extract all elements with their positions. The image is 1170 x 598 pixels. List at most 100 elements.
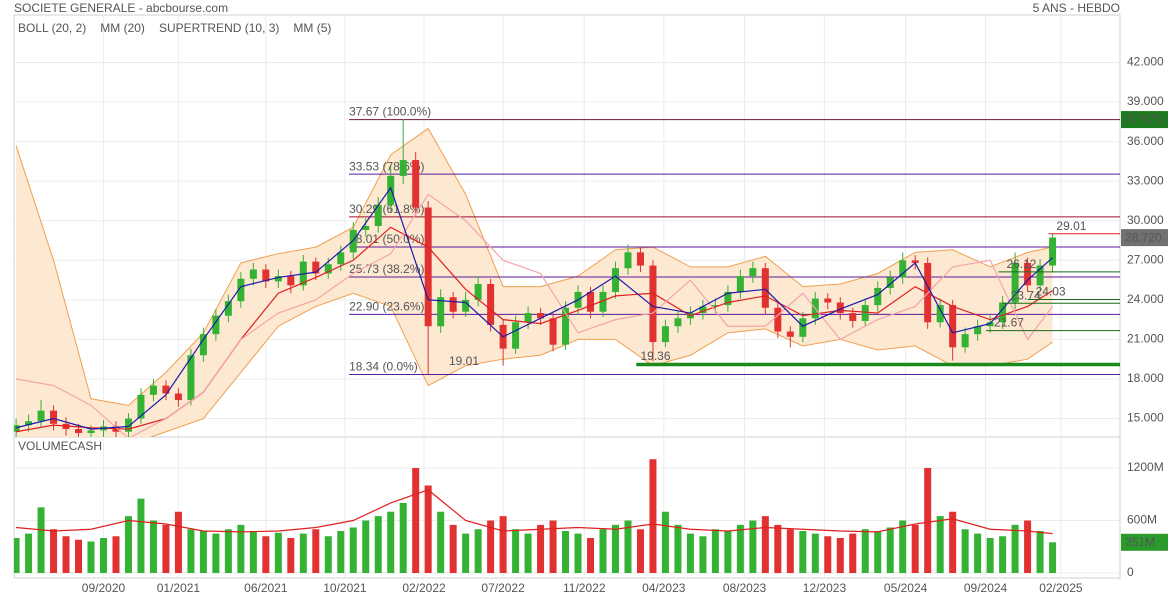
y-tick-label: 18.000 xyxy=(1127,371,1164,385)
volume-bar xyxy=(661,511,669,574)
volume-bar xyxy=(574,533,582,574)
volume-bar xyxy=(974,533,982,574)
candle-body xyxy=(462,299,470,312)
volume-bar xyxy=(237,524,245,574)
candle-body xyxy=(736,276,744,292)
price-tag xyxy=(1121,229,1168,247)
x-tick-label: 02/2025 xyxy=(1039,581,1083,595)
volume-bar xyxy=(412,467,420,574)
volume-bar xyxy=(149,520,157,574)
candle-body xyxy=(624,252,632,269)
legend-entry: MM (5) xyxy=(293,21,331,35)
x-tick-label: 01/2021 xyxy=(157,581,201,595)
volume-bar xyxy=(811,533,819,574)
volume-bar xyxy=(499,516,507,574)
y-tick-label: 42.000 xyxy=(1127,55,1164,69)
candle-body xyxy=(87,430,95,434)
volume-bar xyxy=(761,516,769,574)
indicator-line xyxy=(15,186,1053,430)
volume-bar xyxy=(836,538,844,574)
volume-bar xyxy=(587,538,595,574)
candle-body xyxy=(949,305,957,348)
volume-bar xyxy=(861,529,869,574)
volume-bar xyxy=(849,533,857,574)
candle-body xyxy=(387,175,395,205)
y-tick-label: 36.000 xyxy=(1127,134,1164,148)
x-tick-label: 07/2022 xyxy=(481,581,525,595)
volume-bar xyxy=(212,533,220,574)
candle-body xyxy=(124,418,132,432)
volume-bar xyxy=(674,524,682,574)
volume-bar xyxy=(162,524,170,574)
volume-bar xyxy=(786,529,794,574)
price-tag xyxy=(1121,111,1168,129)
x-tick-label: 02/2022 xyxy=(402,581,446,595)
candle-body xyxy=(861,305,869,321)
volume-ma xyxy=(16,489,1053,535)
x-tick-label: 09/2020 xyxy=(82,581,126,595)
volume-bar xyxy=(611,524,619,574)
candle-body xyxy=(262,269,270,282)
volume-bar xyxy=(524,533,532,574)
candle-body xyxy=(899,260,907,278)
period-label: 5 ANS - HEBDO xyxy=(1033,1,1120,15)
candle-body xyxy=(274,276,282,282)
volume-bar xyxy=(936,516,944,574)
axes: 09/2020 01/2021 06/2021 10/2021 02/2022 07/20… xyxy=(18,21,1168,595)
candle-body xyxy=(224,301,232,316)
volume-bar xyxy=(374,516,382,574)
volume-bar xyxy=(99,538,107,574)
y-tick-label: 1200M xyxy=(1127,460,1164,474)
volume-bar xyxy=(337,531,345,574)
candle-body xyxy=(649,265,657,343)
volume-bar xyxy=(736,524,744,574)
volume-bar xyxy=(986,538,994,574)
bollinger-lower xyxy=(149,292,1053,437)
candle-body xyxy=(986,322,994,327)
candle-body xyxy=(549,318,557,345)
volume-bar xyxy=(1024,520,1032,574)
volume-bar xyxy=(249,531,257,574)
level-label: 21.67 xyxy=(994,316,1024,330)
candle-body xyxy=(524,313,532,323)
volume-bar xyxy=(112,536,120,574)
volume-bar xyxy=(724,531,732,574)
candle-body xyxy=(799,318,807,337)
candle-body xyxy=(661,326,669,343)
volume-bar xyxy=(512,529,520,574)
candle-body xyxy=(512,322,520,349)
candle-body xyxy=(212,315,220,335)
volume-bar xyxy=(924,467,932,574)
candle-body xyxy=(674,318,682,327)
volume-bar xyxy=(874,531,882,574)
y-tick-label: 27.000 xyxy=(1127,252,1164,266)
candle-body xyxy=(961,334,969,348)
legend-entry: MM (20) xyxy=(100,21,145,35)
x-tick-label: 11/2022 xyxy=(563,581,606,595)
volume-bar xyxy=(124,516,132,574)
candle-body xyxy=(824,298,832,303)
fib-label: 22.90 (23.6%) xyxy=(349,300,424,314)
volume-bar xyxy=(487,520,495,574)
volume-bar xyxy=(699,536,707,574)
volume-bar xyxy=(636,529,644,574)
volume-bar xyxy=(886,527,894,574)
candle-body xyxy=(137,394,145,419)
candle-body xyxy=(399,160,407,176)
candle-body xyxy=(786,331,794,337)
volume-bar xyxy=(199,531,207,574)
candle-body xyxy=(337,252,345,265)
volume-bar xyxy=(999,536,1007,574)
volume-bar xyxy=(224,529,232,574)
volume-bar xyxy=(462,533,470,574)
indicator-line xyxy=(15,193,1054,437)
price-plot: 37.67 (100.0%)33.53 (78.6%)30.29 (61.8%)… xyxy=(14,105,1120,437)
candle-body xyxy=(412,160,420,208)
candle-body xyxy=(50,410,58,424)
candle-body xyxy=(836,302,844,314)
candle-body xyxy=(849,313,857,321)
volume-bar xyxy=(549,520,557,574)
volume-bar xyxy=(14,538,20,574)
x-tick-label: 10/2021 xyxy=(323,581,367,595)
